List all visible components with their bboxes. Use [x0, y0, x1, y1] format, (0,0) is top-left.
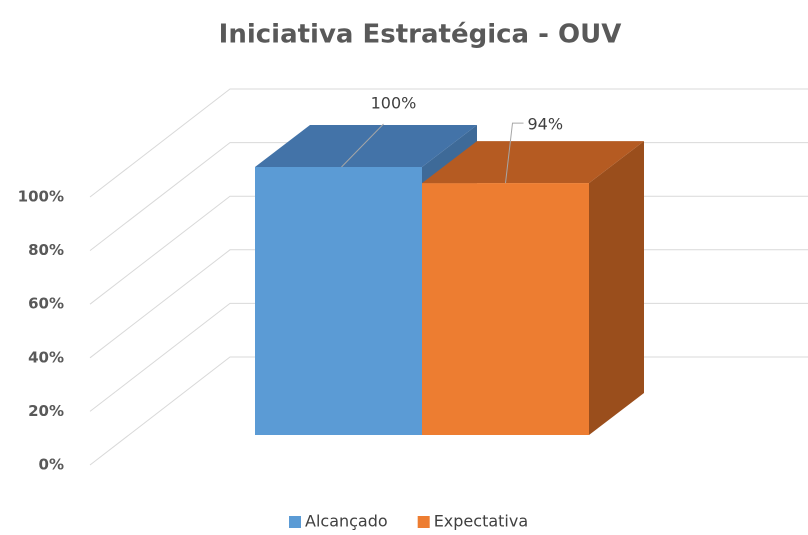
y-tick-label: 100%: [18, 188, 64, 206]
legend-label: Expectativa: [434, 512, 528, 531]
y-tick-label: 20%: [28, 402, 64, 420]
chart-title: Iniciativa Estratégica - OUV: [219, 20, 622, 50]
leader-line: [505, 122, 524, 184]
bar-top: [255, 125, 477, 167]
data-label: 94%: [528, 115, 564, 134]
y-tick-label: 40%: [28, 348, 64, 366]
leader-line: [341, 123, 384, 168]
y-tick-label: 80%: [28, 241, 64, 259]
bar: [255, 167, 422, 435]
legend-swatch: [289, 516, 301, 528]
y-tick-label: 60%: [28, 295, 64, 313]
bar-top: [422, 141, 644, 184]
legend-swatch: [417, 516, 430, 528]
grid-line: [89, 88, 808, 198]
data-label: 100%: [371, 94, 417, 113]
y-tick-label: 0%: [39, 456, 64, 474]
legend-label: Alcançado: [305, 512, 388, 531]
bar: [422, 183, 589, 435]
bar-side: [589, 141, 644, 435]
